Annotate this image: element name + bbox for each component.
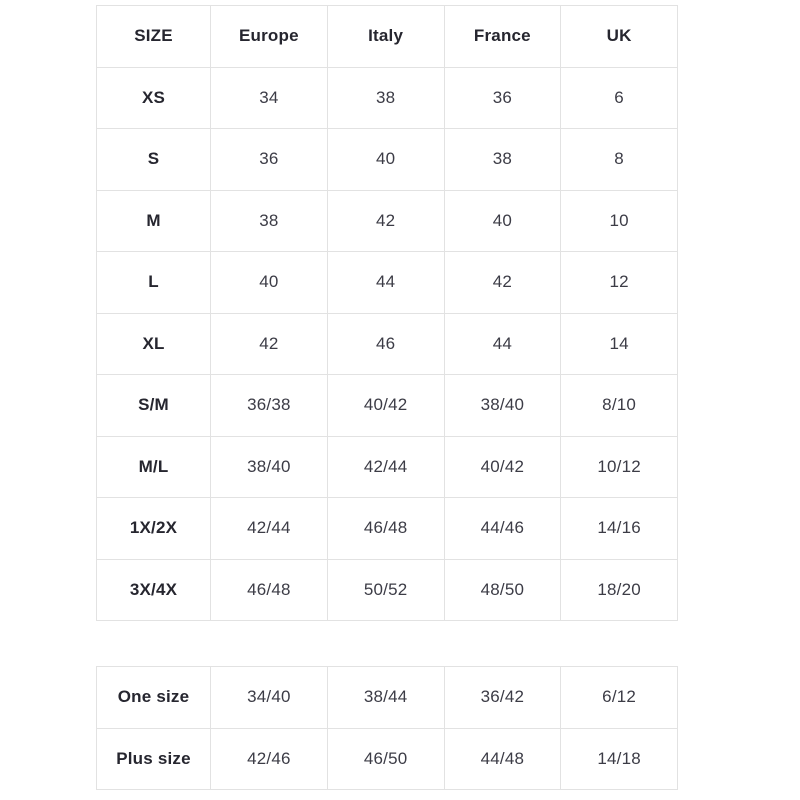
size-label-cell: Plus size [96,727,211,790]
size-value-cell: 44/46 [443,497,562,560]
size-label-cell: 1X/2X [96,497,211,560]
size-label-cell: S [96,128,211,191]
size-value-cell: 10/12 [560,435,678,498]
size-value-cell: 10 [560,189,678,252]
special-sizes-table-body: One size 34/40 38/44 36/42 6/12 Plus size 42/4… [96,666,678,790]
size-value-cell: 42/46 [210,727,328,790]
table-row: M/L 38/40 42/44 40/42 10/12 [96,435,678,498]
size-value-cell: 36/38 [210,374,328,437]
size-value-cell: 38/44 [326,666,445,729]
size-value-cell: 42 [443,251,562,314]
size-table-body: XS 34 38 36 6 S 36 40 38 8 M 38 42 40 10 L 40 44 42 12 XL 42 4… [96,66,678,621]
size-value-cell: 6 [560,66,678,129]
size-label-cell: M/L [96,435,211,498]
size-value-cell: 36/42 [443,666,562,729]
header-row: SIZE Europe Italy France UK [96,5,678,68]
size-value-cell: 18/20 [560,558,678,621]
size-value-cell: 42/44 [326,435,445,498]
size-value-cell: 38/40 [443,374,562,437]
size-value-cell: 44 [326,251,445,314]
size-value-cell: 50/52 [326,558,445,621]
size-value-cell: 40/42 [443,435,562,498]
column-header-cell: Italy [326,5,445,68]
size-value-cell: 42 [210,312,328,375]
size-value-cell: 12 [560,251,678,314]
size-value-cell: 38 [443,128,562,191]
size-value-cell: 8/10 [560,374,678,437]
size-value-cell: 44 [443,312,562,375]
size-value-cell: 34/40 [210,666,328,729]
table-row: S/M 36/38 40/42 38/40 8/10 [96,374,678,437]
size-conversion-table-container: SIZE Europe Italy France UK XS 34 38 36 6 S 36 40 38… [96,5,678,621]
table-row: 1X/2X 42/44 46/48 44/46 14/16 [96,497,678,560]
column-header-cell: France [443,5,562,68]
table-row: 3X/4X 46/48 50/52 48/50 18/20 [96,558,678,621]
table-row: L 40 44 42 12 [96,251,678,314]
size-value-cell: 42/44 [210,497,328,560]
column-header-cell: SIZE [96,5,211,68]
special-sizes-table-container: One size 34/40 38/44 36/42 6/12 Plus size 42/4… [96,666,678,790]
size-value-cell: 14/18 [560,727,678,790]
size-conversion-table: SIZE Europe Italy France UK XS 34 38 36 6 S 36 40 38… [96,5,678,621]
size-label-cell: 3X/4X [96,558,211,621]
size-label-cell: S/M [96,374,211,437]
size-value-cell: 40 [210,251,328,314]
size-label-cell: XL [96,312,211,375]
table-row: M 38 42 40 10 [96,189,678,252]
size-value-cell: 14/16 [560,497,678,560]
size-label-cell: M [96,189,211,252]
size-value-cell: 14 [560,312,678,375]
size-value-cell: 46/48 [326,497,445,560]
size-value-cell: 34 [210,66,328,129]
size-label-cell: XS [96,66,211,129]
size-value-cell: 44/48 [443,727,562,790]
size-value-cell: 36 [443,66,562,129]
size-value-cell: 46/48 [210,558,328,621]
size-value-cell: 46/50 [326,727,445,790]
size-value-cell: 46 [326,312,445,375]
size-label-cell: One size [96,666,211,729]
size-value-cell: 42 [326,189,445,252]
size-value-cell: 38 [326,66,445,129]
size-value-cell: 40 [326,128,445,191]
special-sizes-table: One size 34/40 38/44 36/42 6/12 Plus size 42/4… [96,666,678,790]
table-row: One size 34/40 38/44 36/42 6/12 [96,666,678,729]
table-row: XS 34 38 36 6 [96,66,678,129]
size-value-cell: 6/12 [560,666,678,729]
table-row: Plus size 42/46 46/50 44/48 14/18 [96,727,678,790]
size-value-cell: 40/42 [326,374,445,437]
size-value-cell: 36 [210,128,328,191]
size-value-cell: 38/40 [210,435,328,498]
size-value-cell: 40 [443,189,562,252]
table-row: XL 42 46 44 14 [96,312,678,375]
column-header-cell: UK [560,5,678,68]
size-label-cell: L [96,251,211,314]
table-row: S 36 40 38 8 [96,128,678,191]
column-header-cell: Europe [210,5,328,68]
size-value-cell: 8 [560,128,678,191]
size-value-cell: 48/50 [443,558,562,621]
size-value-cell: 38 [210,189,328,252]
